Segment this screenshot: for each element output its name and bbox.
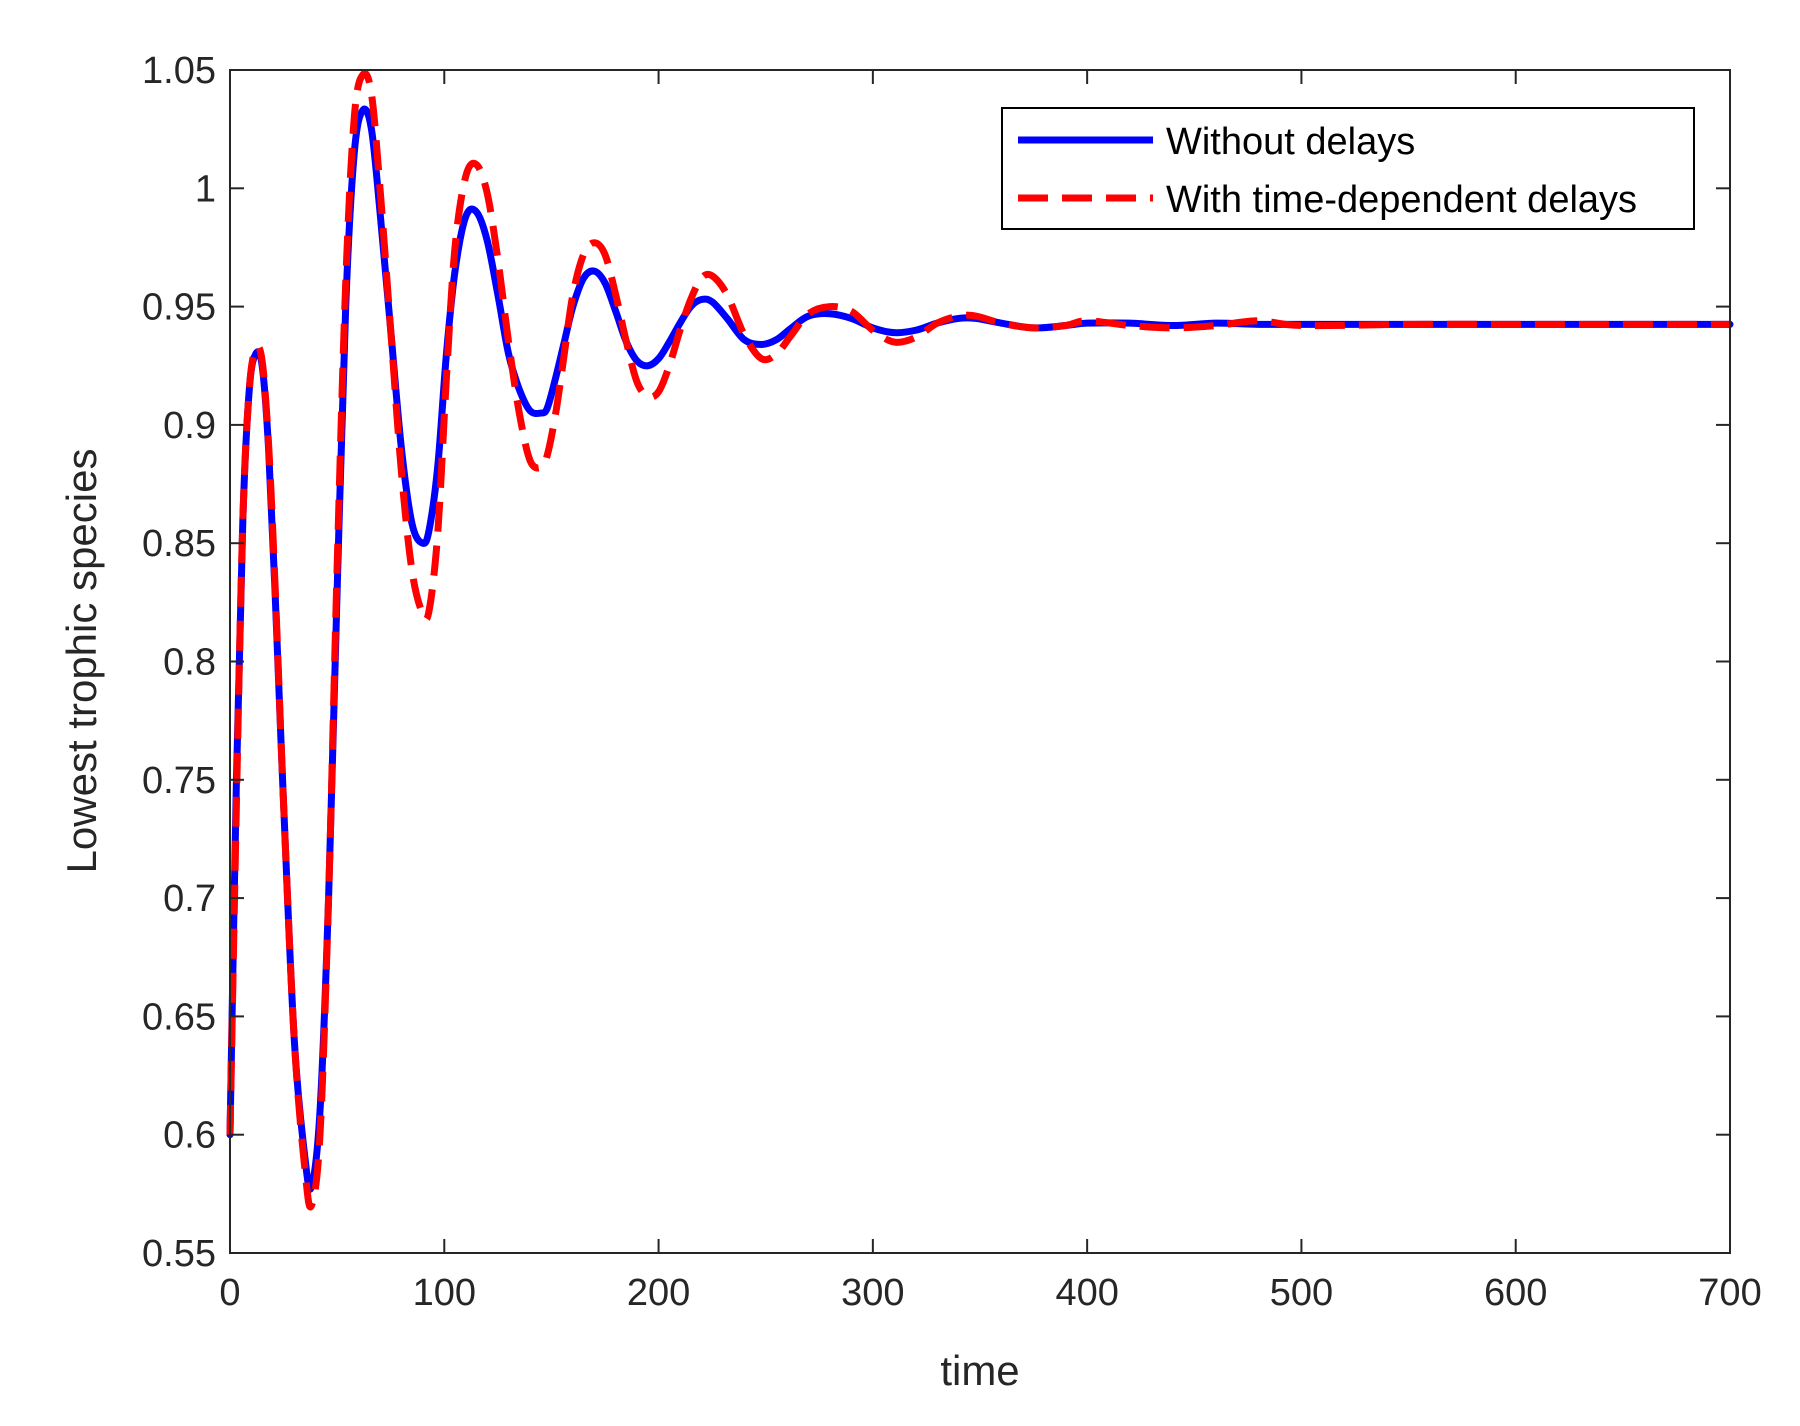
y-tick-label: 1 (195, 168, 216, 210)
y-tick-label: 0.6 (163, 1115, 216, 1157)
plot-area (230, 70, 1730, 1253)
x-tick-label: 200 (627, 1272, 690, 1314)
x-axis-label: time (940, 1347, 1019, 1394)
y-tick-label: 0.95 (142, 287, 216, 329)
y-tick-label: 0.55 (142, 1233, 216, 1275)
legend: Without delays With time-dependent delay… (1001, 107, 1695, 230)
x-tick-label: 0 (219, 1272, 240, 1314)
x-tick-label: 400 (1055, 1272, 1118, 1314)
y-tick-label: 0.8 (163, 642, 216, 684)
y-tick-label: 0.75 (142, 760, 216, 802)
series-layer (226, 69, 1734, 1211)
y-tick-label: 0.65 (142, 996, 216, 1038)
x-tick-label: 600 (1484, 1272, 1547, 1314)
x-axis: 0 100 200 300 400 500 600 700 (219, 70, 1762, 1314)
x-tick-label: 500 (1270, 1272, 1333, 1314)
y-tick-label: 1.05 (142, 50, 216, 92)
legend-box (1001, 107, 1695, 230)
x-tick-label: 100 (413, 1272, 476, 1314)
legend-label-without-delays: Without delays (1166, 121, 1415, 163)
legend-label-with-time-dependent-delays: With time-dependent delays (1166, 179, 1637, 221)
y-axis-label: Lowest trophic species (58, 449, 105, 874)
series-line-with-time-dependent-delays (226, 69, 1730, 1211)
x-tick-label: 700 (1698, 1272, 1761, 1314)
y-tick-label: 0.9 (163, 405, 216, 447)
y-tick-label: 0.7 (163, 878, 216, 920)
x-tick-label: 300 (841, 1272, 904, 1314)
y-tick-label: 0.85 (142, 523, 216, 565)
y-axis: 0.55 0.6 0.65 0.7 0.75 0.8 0.85 0.9 0.95 1 1.05 (142, 50, 1730, 1275)
